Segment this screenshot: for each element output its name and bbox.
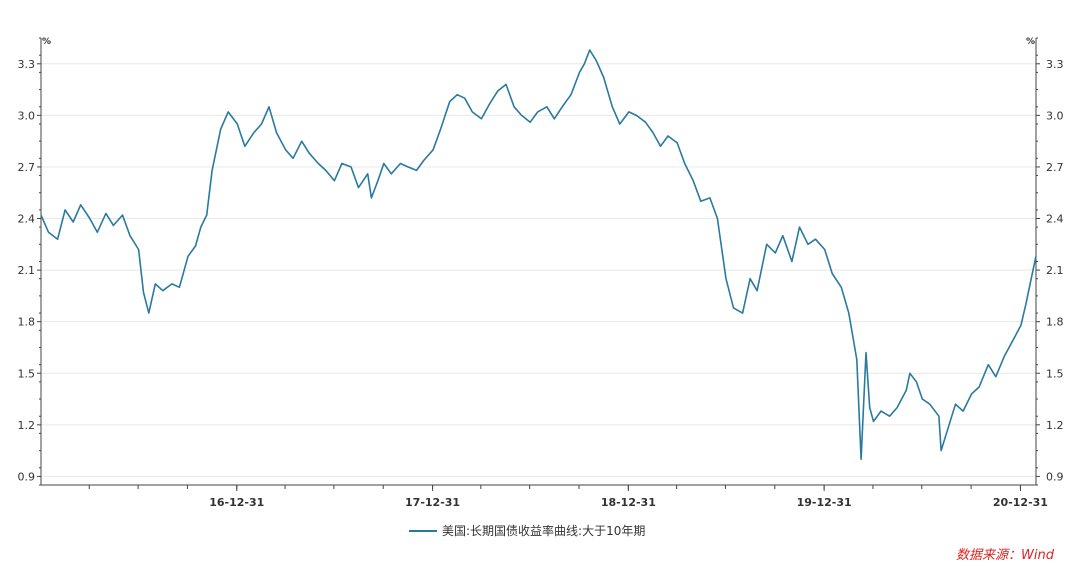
y-tick-label-right: 2.4	[1046, 213, 1064, 226]
y-tick-label-left: 1.8	[18, 316, 36, 329]
x-tick-label: 19-12-31	[797, 496, 852, 509]
y-tick-label-right: 0.9	[1046, 470, 1064, 483]
x-tick-labels: 16-12-31 17-12-31 18-12-31 19-12-31 20-12-31	[209, 496, 1048, 509]
y-tick-label-left: 0.9	[18, 470, 36, 483]
y-tick-label-right: 3.3	[1046, 58, 1064, 71]
y-tick-label-left: 2.4	[18, 213, 36, 226]
y-tick-label-right: 3.0	[1046, 109, 1064, 122]
y-tick-label-right: 1.5	[1046, 367, 1064, 380]
y-tick-label-left: 3.3	[18, 58, 36, 71]
y-tick-label-right: 2.7	[1046, 161, 1064, 174]
x-tick-label: 20-12-31	[993, 496, 1048, 509]
y-tick-label-left: 3.0	[18, 109, 36, 122]
series-line	[40, 49, 1037, 461]
y-unit-label-right: %	[1026, 37, 1035, 47]
y-tick-label-left: 1.2	[18, 419, 36, 432]
series-layer	[40, 49, 1037, 461]
right-y-tick-labels: 0.9 1.2 1.5 1.8 2.1 2.4 2.7 3.0 3.3	[1046, 58, 1064, 484]
y-tick-label-right: 2.1	[1046, 264, 1064, 277]
axes	[37, 37, 1040, 491]
x-tick-label: 18-12-31	[601, 496, 656, 509]
y-tick-label-right: 1.2	[1046, 419, 1064, 432]
y-tick-label-left: 1.5	[18, 367, 36, 380]
y-unit-label-left: %	[42, 37, 51, 47]
y-tick-label-left: 2.1	[18, 264, 36, 277]
left-y-tick-labels: 0.9 1.2 1.5 1.8 2.1 2.4 2.7 3.0 3.3	[18, 58, 36, 484]
y-tick-label-right: 1.8	[1046, 316, 1064, 329]
legend: 美国:长期国债收益率曲线:大于10年期	[409, 523, 645, 538]
x-tick-label: 16-12-31	[209, 496, 264, 509]
grid-lines	[41, 63, 1036, 477]
data-source-note: 数据来源：Wind	[956, 548, 1055, 563]
legend-label: 美国:长期国债收益率曲线:大于10年期	[442, 523, 645, 538]
x-tick-label: 17-12-31	[405, 496, 460, 509]
y-tick-label-left: 2.7	[18, 161, 36, 174]
